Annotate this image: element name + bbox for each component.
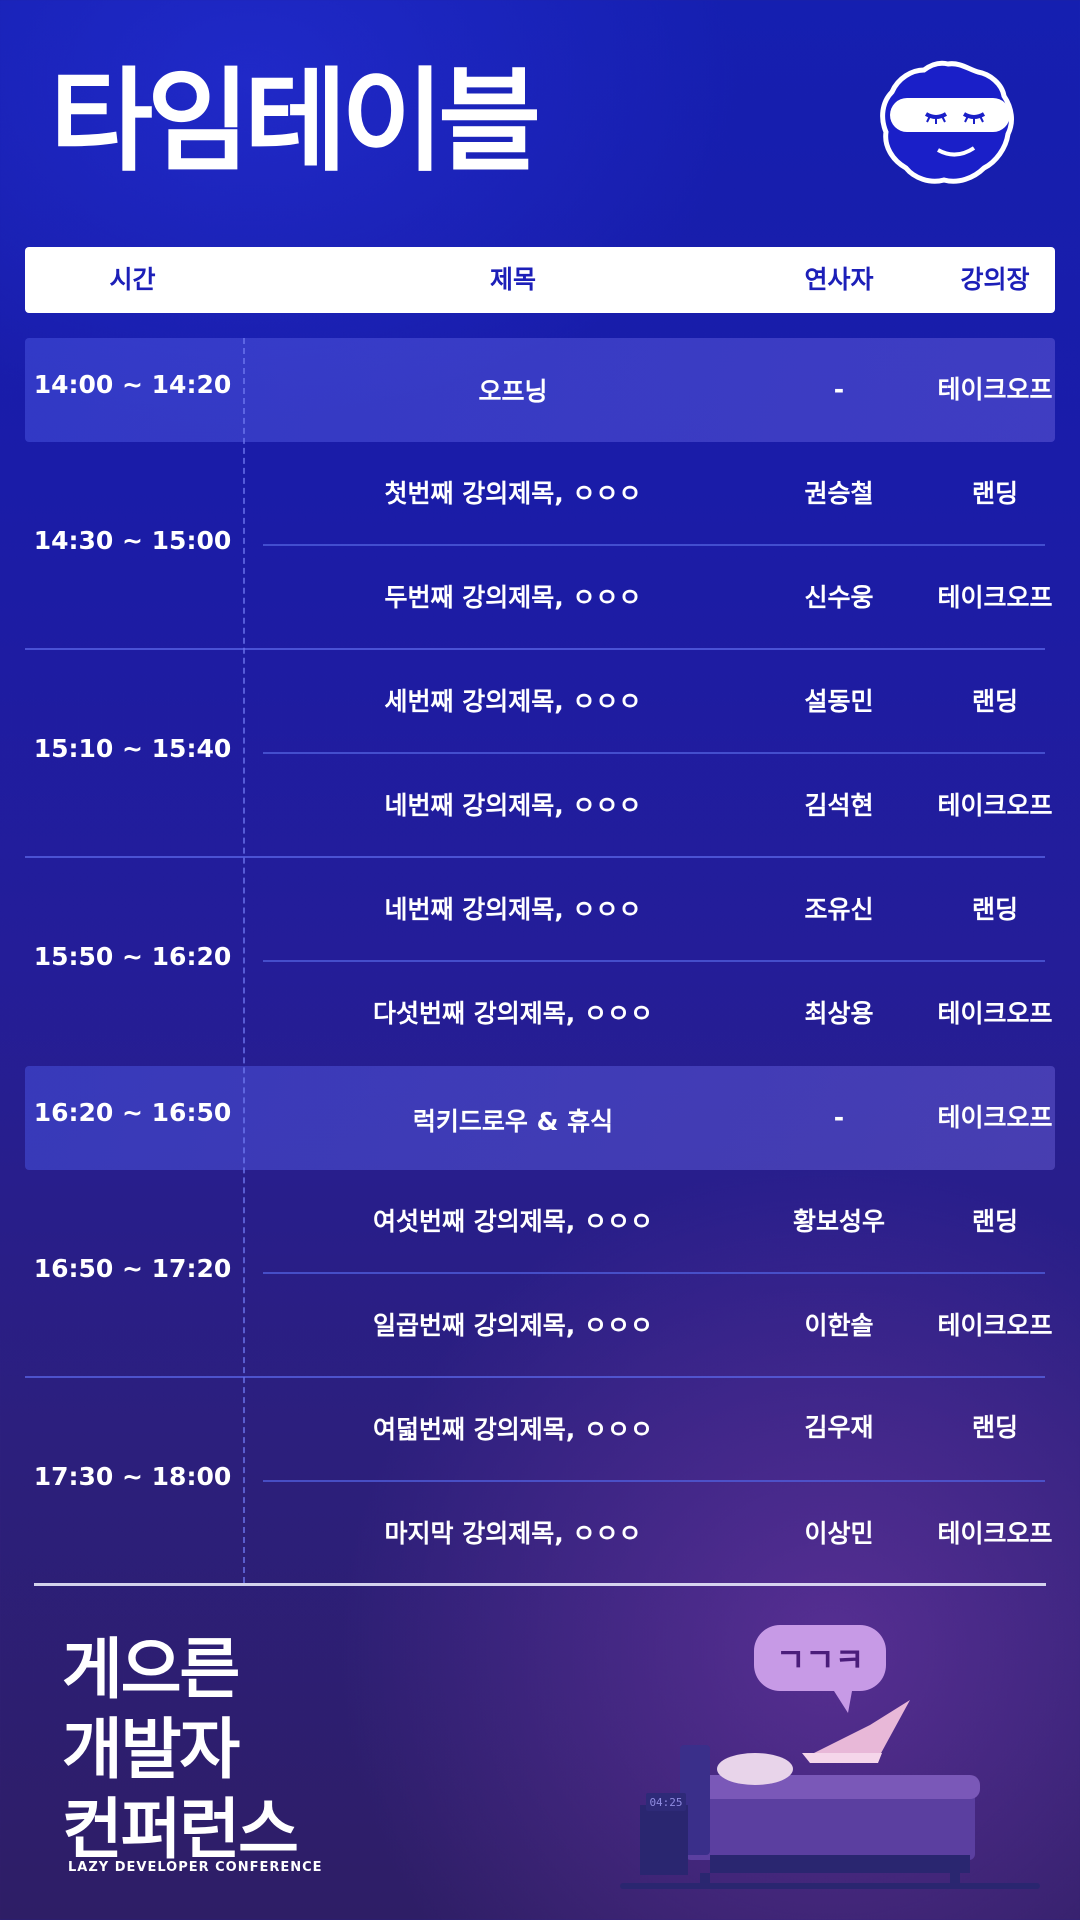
session-title: 다섯번째 강의제목, ㅇㅇㅇ — [373, 999, 653, 1028]
session-title: 여덟번째 강의제목, ㅇㅇㅇ — [373, 1415, 653, 1444]
table-header: 시간 제목 연사자 강의장 — [25, 247, 1055, 313]
slot-time: 17:30 ~ 18:00 — [33, 1462, 232, 1491]
slot-highlight-opening — [25, 338, 1055, 442]
clock-readout: 04:25 — [649, 1796, 682, 1809]
session-speaker: 김우재 — [804, 1413, 874, 1442]
slot-divider — [25, 856, 1045, 858]
session-room: 랜딩 — [971, 687, 1018, 716]
slot-highlight-break — [25, 1066, 1055, 1170]
row-divider — [263, 1480, 1045, 1482]
session-speaker: 김석현 — [804, 791, 874, 820]
column-header-speaker: 연사자 — [804, 265, 874, 294]
bubble-text: ㄱㄱㅋ — [776, 1641, 864, 1679]
slot-divider — [25, 648, 1045, 650]
session-room: 테이크오프 — [937, 1519, 1053, 1548]
time-column-divider — [243, 338, 245, 1583]
session-room: 랜딩 — [971, 1207, 1018, 1236]
timetable: 14:00 ~ 14:20 오프닝 - 테이크오프 14:30 ~ 15:00 … — [25, 338, 1055, 1583]
session-room: 테이크오프 — [937, 583, 1053, 612]
session-speaker: 신수웅 — [804, 583, 874, 612]
row-divider — [263, 544, 1045, 546]
session-room: 테이크오프 — [937, 1103, 1053, 1132]
table-bottom-line — [34, 1583, 1046, 1586]
session-room: 테이크오프 — [937, 999, 1053, 1028]
session-title: 일곱번째 강의제목, ㅇㅇㅇ — [373, 1311, 653, 1340]
session-title: 럭키드로우 & 휴식 — [412, 1107, 614, 1136]
slot-divider — [25, 1376, 1045, 1378]
slot-time: 14:00 ~ 14:20 — [33, 370, 232, 399]
session-speaker: 이한솔 — [804, 1311, 874, 1340]
session-room: 랜딩 — [971, 479, 1018, 508]
session-title: 첫번째 강의제목, ㅇㅇㅇ — [384, 479, 642, 508]
row-divider — [263, 752, 1045, 754]
session-title: 마지막 강의제목, ㅇㅇㅇ — [384, 1519, 642, 1548]
logo-line-2: 개발자 — [62, 1711, 240, 1788]
page-title: 타임테이블 — [50, 57, 541, 187]
session-title: 네번째 강의제목, ㅇㅇㅇ — [384, 791, 642, 820]
session-title: 네번째 강의제목, ㅇㅇㅇ — [384, 895, 642, 924]
session-room: 랜딩 — [971, 895, 1018, 924]
session-room: 테이크오프 — [937, 791, 1053, 820]
column-header-title: 제목 — [489, 265, 536, 294]
logo-line-1: 게으른 — [62, 1631, 240, 1708]
session-room: 테이크오프 — [937, 1311, 1053, 1340]
slot-time: 15:50 ~ 16:20 — [33, 942, 232, 971]
laptop-icon — [802, 1700, 910, 1763]
conference-logo: 게으른 개발자 컨퍼런스 — [62, 1630, 299, 1870]
slot-time: 14:30 ~ 15:00 — [33, 526, 232, 555]
slot-time: 16:20 ~ 16:50 — [33, 1098, 232, 1127]
column-header-room: 강의장 — [960, 265, 1030, 294]
session-title: 두번째 강의제목, ㅇㅇㅇ — [384, 583, 642, 612]
logo-subtitle: LAZY DEVELOPER CONFERENCE — [68, 1860, 323, 1875]
bed-illustration: ㄱㄱㅋ 04:25 — [620, 1625, 1040, 1889]
session-speaker: 최상용 — [804, 999, 874, 1028]
session-speaker: - — [833, 375, 845, 404]
session-room: 테이크오프 — [937, 375, 1053, 404]
logo-line-3: 컨퍼런스 — [62, 1791, 299, 1868]
session-speaker: - — [833, 1103, 845, 1132]
session-speaker: 권승철 — [804, 479, 874, 508]
session-title: 여섯번째 강의제목, ㅇㅇㅇ — [373, 1207, 653, 1236]
session-speaker: 설동민 — [804, 687, 874, 716]
speech-bubble-icon: ㄱㄱㅋ — [754, 1625, 886, 1713]
row-divider — [263, 1272, 1045, 1274]
slot-time: 15:10 ~ 15:40 — [33, 734, 232, 763]
row-divider — [263, 960, 1045, 962]
session-speaker: 조유신 — [804, 895, 874, 924]
session-title: 오프닝 — [478, 377, 548, 406]
slot-time: 16:50 ~ 17:20 — [33, 1254, 232, 1283]
session-speaker: 이상민 — [804, 1519, 874, 1548]
session-title: 세번째 강의제목, ㅇㅇㅇ — [384, 687, 642, 716]
session-room: 랜딩 — [971, 1413, 1018, 1442]
mascot-icon — [880, 60, 1014, 184]
column-header-time: 시간 — [109, 265, 156, 294]
session-speaker: 황보성우 — [792, 1207, 885, 1236]
